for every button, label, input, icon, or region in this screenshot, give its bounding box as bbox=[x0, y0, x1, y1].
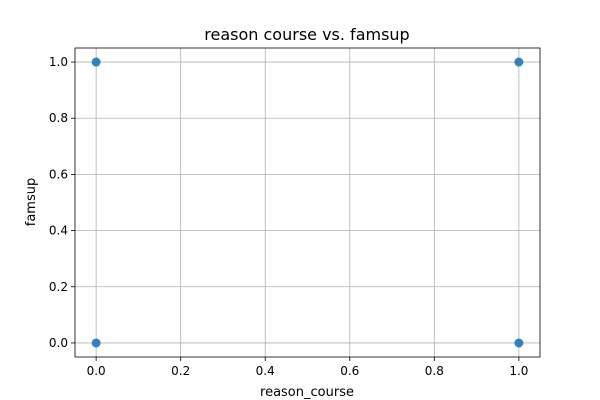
x-tick-label: 0.8 bbox=[425, 364, 444, 378]
grid bbox=[75, 48, 540, 357]
x-tick-label: 0.4 bbox=[256, 364, 275, 378]
y-tick-label: 0.2 bbox=[49, 280, 68, 294]
data-points bbox=[91, 57, 524, 348]
scatter-point bbox=[514, 57, 524, 67]
chart-title: reason course vs. famsup bbox=[204, 25, 409, 44]
x-tick-label: 1.0 bbox=[509, 364, 528, 378]
plot-frame bbox=[74, 47, 541, 358]
y-tick-label: 0.4 bbox=[49, 224, 68, 238]
x-tick-label: 0.6 bbox=[340, 364, 359, 378]
x-axis-label: reason_course bbox=[260, 385, 354, 400]
y-axis-label: famsup bbox=[24, 178, 39, 226]
scatter-point bbox=[91, 57, 101, 67]
axis-ticks: 0.0 0.2 0.4 0.6 0.8 1.0 0.0 0.2 0.4 0.6 0.8 1.0 bbox=[49, 55, 529, 378]
x-tick-label: 0.2 bbox=[171, 364, 190, 378]
x-tick-label: 0.0 bbox=[87, 364, 106, 378]
scatter-point bbox=[514, 338, 524, 348]
y-tick-label: 0.8 bbox=[49, 111, 68, 125]
scatter-point bbox=[91, 338, 101, 348]
y-tick-label: 1.0 bbox=[49, 55, 68, 69]
y-tick-label: 0.0 bbox=[49, 336, 68, 350]
y-tick-label: 0.6 bbox=[49, 167, 68, 181]
